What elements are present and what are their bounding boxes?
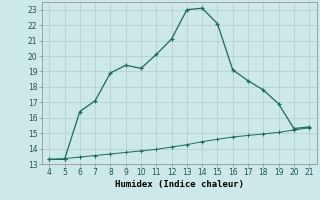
X-axis label: Humidex (Indice chaleur): Humidex (Indice chaleur) xyxy=(115,180,244,189)
